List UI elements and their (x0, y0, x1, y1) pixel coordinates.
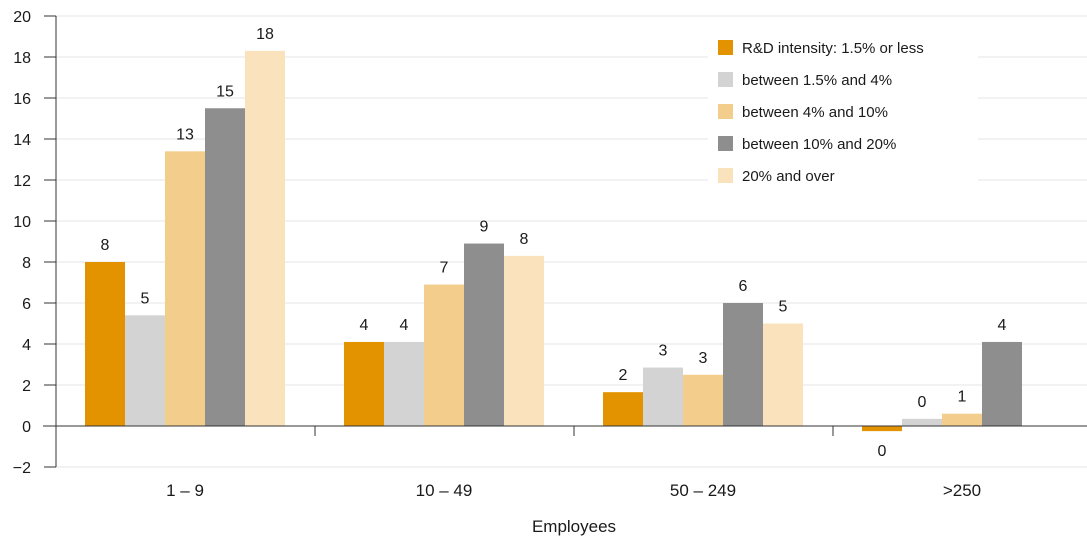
data-label: 13 (176, 126, 194, 143)
data-label: 8 (520, 231, 529, 248)
legend-label: between 10% and 20% (742, 136, 896, 153)
bar (902, 418, 942, 426)
bar (504, 255, 544, 426)
data-label: 0 (878, 443, 887, 460)
data-label: 0 (918, 394, 927, 411)
x-axis-categories: 1 – 9 10 – 49 50 – 249 >250 (166, 481, 981, 500)
bar (125, 315, 165, 426)
data-label: 3 (699, 350, 708, 367)
data-label: 4 (360, 317, 369, 334)
bar (603, 392, 643, 426)
bar (723, 303, 763, 426)
data-label: 9 (480, 219, 489, 236)
bar (165, 151, 205, 427)
y-tick-label: 18 (13, 50, 31, 67)
y-tick-label: 10 (13, 214, 31, 231)
bar (643, 367, 683, 426)
category-label: >250 (943, 481, 981, 500)
bars (85, 50, 1022, 432)
y-tick-label: 2 (22, 378, 31, 395)
y-tick-label: −2 (13, 460, 31, 477)
legend-swatch (718, 104, 733, 119)
y-tick-label: 16 (13, 91, 31, 108)
bar (763, 323, 803, 426)
data-label: 5 (141, 290, 150, 307)
y-tick-label: 8 (22, 255, 31, 272)
x-axis-title: Employees (532, 517, 616, 536)
data-label: 15 (216, 83, 234, 100)
data-label: 18 (256, 26, 274, 43)
bar (424, 284, 464, 426)
data-label: 5 (779, 299, 788, 316)
data-label: 6 (739, 278, 748, 295)
data-label: 4 (400, 317, 409, 334)
data-label: 3 (659, 343, 668, 360)
bar (245, 50, 285, 426)
legend-label: 20% and over (742, 168, 835, 185)
bar (683, 374, 723, 426)
bar (384, 341, 424, 426)
data-label: 4 (998, 317, 1007, 334)
y-tick-label: 6 (22, 296, 31, 313)
legend-label: R&D intensity: 1.5% or less (742, 40, 924, 57)
bar (862, 426, 902, 432)
data-label: 2 (619, 367, 628, 384)
legend-box (708, 28, 978, 202)
bar (344, 341, 384, 426)
bar (942, 413, 982, 426)
y-tick-label: 14 (13, 132, 31, 149)
y-tick-label: 0 (22, 419, 31, 436)
y-tick-label: 12 (13, 173, 31, 190)
y-tick-label: 4 (22, 337, 31, 354)
legend-swatch (718, 72, 733, 87)
category-label: 10 – 49 (416, 481, 473, 500)
category-label: 1 – 9 (166, 481, 204, 500)
legend-label: between 1.5% and 4% (742, 72, 892, 89)
bar (205, 108, 245, 426)
data-label: 1 (958, 389, 967, 406)
x-axis (43, 15, 1087, 468)
legend: R&D intensity: 1.5% or less between 1.5% … (708, 28, 978, 202)
legend-label: between 4% and 10% (742, 104, 888, 121)
data-label: 7 (440, 260, 449, 277)
y-tick-label: 20 (13, 9, 31, 26)
category-label: 50 – 249 (670, 481, 736, 500)
data-labels: 8 5 13 15 18 4 4 7 9 8 2 3 3 6 5 0 0 1 4 (101, 26, 1007, 460)
bar (982, 341, 1022, 426)
bar (85, 262, 125, 426)
legend-swatch (718, 136, 733, 151)
legend-swatch (718, 168, 733, 183)
legend-swatch (718, 40, 733, 55)
bar (464, 243, 504, 426)
data-label: 8 (101, 237, 110, 254)
